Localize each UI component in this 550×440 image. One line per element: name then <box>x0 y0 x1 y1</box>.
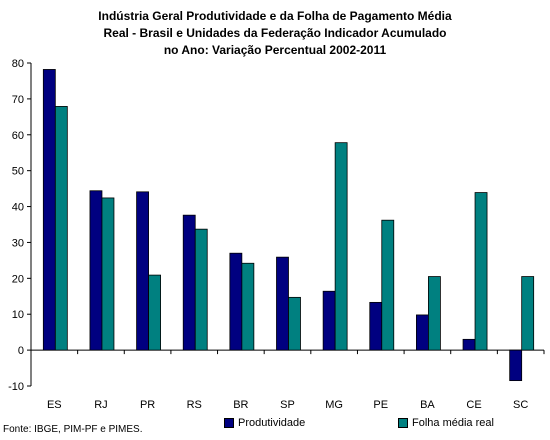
x-tick-label: BR <box>233 399 248 411</box>
y-tick-label: 0 <box>18 345 24 357</box>
bar-folha-es <box>54 106 68 351</box>
x-tick-label: SC <box>513 399 528 411</box>
bar-folha-br <box>241 262 255 351</box>
y-tick-label: 20 <box>12 273 24 285</box>
x-tick-label: BA <box>420 399 435 411</box>
bar-produtividade-pr <box>136 191 149 351</box>
y-tick-label: -10 <box>8 381 24 393</box>
bar-produtividade-sp <box>276 256 289 351</box>
bar-folha-sp <box>288 296 301 351</box>
chart-title: Indústria Geral Produtividade e da Folha… <box>30 8 520 59</box>
legend-label-produtividade: Produtividade <box>238 417 306 429</box>
legend-swatch-folha <box>398 418 408 428</box>
x-tick-label: SP <box>280 399 295 411</box>
x-tick-label: ES <box>47 399 62 411</box>
bar-produtividade-ba <box>416 314 429 351</box>
y-tick-label: 80 <box>12 58 24 70</box>
legend-label-folha: Folha média real <box>412 417 494 429</box>
bar-produtividade-mg <box>322 290 336 351</box>
bar-folha-pr <box>148 274 161 351</box>
bar-folha-ba <box>428 276 441 351</box>
bar-folha-rj <box>101 197 115 351</box>
x-tick-label: MG <box>325 399 343 411</box>
source-note: Fonte: IBGE, PIM-PF e PIMES. <box>3 424 143 435</box>
bar-folha-rs <box>194 228 208 351</box>
bar-produtividade-sc <box>509 349 523 382</box>
chart-title-line-2: Real - Brasil e Unidades da Federação In… <box>103 26 447 40</box>
chart-title-line-1: Indústria Geral Produtividade e da Folha… <box>98 9 452 23</box>
bar-folha-ce <box>474 192 488 351</box>
bar-folha-pe <box>381 219 395 351</box>
x-tick-label: RJ <box>94 399 107 411</box>
y-tick-label: 40 <box>12 202 24 214</box>
y-tick-label: 60 <box>12 130 24 142</box>
x-tick-label: PR <box>140 399 155 411</box>
bar-produtividade-ce <box>462 338 476 351</box>
bar-produtividade-br <box>229 252 243 351</box>
x-tick-label: RS <box>187 399 202 411</box>
bar-produtividade-pe <box>369 301 383 351</box>
bar-produtividade-es <box>42 69 56 351</box>
bar-folha-sc <box>521 276 535 351</box>
y-tick-label: 10 <box>12 309 24 321</box>
bar-folha-mg <box>334 142 348 351</box>
x-tick-label: CE <box>466 399 481 411</box>
legend-swatch-produtividade <box>224 418 234 428</box>
bar-produtividade-rs <box>182 214 196 351</box>
bar-produtividade-rj <box>89 190 103 351</box>
legend-item-produtividade: Produtividade <box>224 417 305 429</box>
y-tick-label: 30 <box>12 237 24 249</box>
x-tick-label: PE <box>373 399 388 411</box>
chart-title-line-3: no Ano: Variação Percentual 2002-2011 <box>163 43 387 57</box>
y-tick-label: 70 <box>12 94 24 106</box>
legend-item-folha: Folha média real <box>398 417 494 429</box>
y-tick-label: 50 <box>12 166 24 178</box>
